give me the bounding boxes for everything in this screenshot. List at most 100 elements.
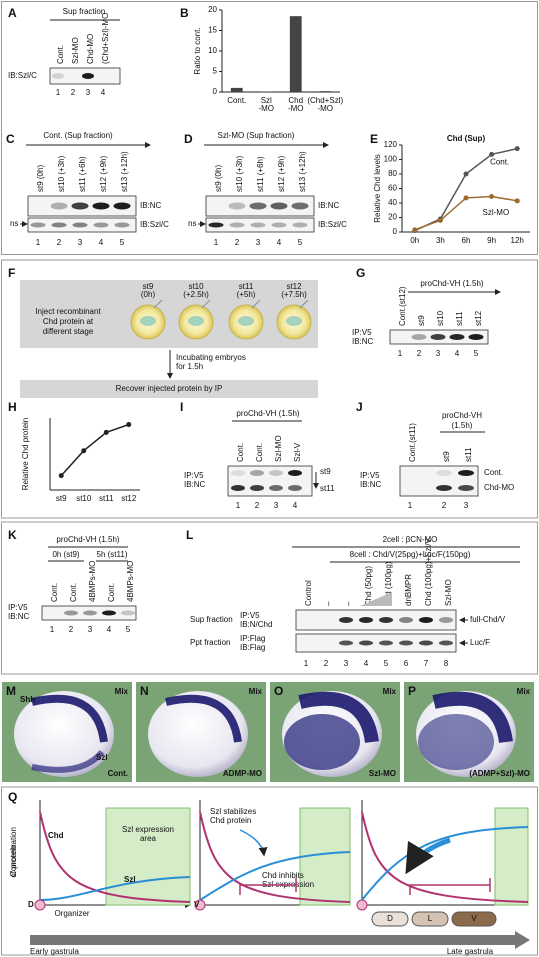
band (64, 610, 78, 616)
panel-label: I (180, 400, 183, 414)
x-tick-label: Szl (261, 96, 272, 105)
point (81, 448, 87, 454)
band (231, 485, 245, 491)
label: different stage (43, 327, 94, 336)
band (439, 617, 453, 623)
lane-label: Chd-MO (86, 34, 95, 64)
band (458, 485, 474, 491)
label: Szl (124, 875, 136, 884)
row-label: IB:Szl/C (318, 220, 347, 229)
lane-label: st13 (+12h) (120, 151, 129, 192)
lane-label: st9 (417, 315, 426, 326)
band (458, 470, 474, 476)
y-tick-label: 0 (213, 87, 218, 96)
lane-label: st11 (455, 311, 464, 326)
arrow (239, 829, 268, 857)
lane-number: 1 (236, 501, 241, 510)
time-arrow (30, 931, 530, 949)
label: Chd protein (210, 816, 251, 825)
lane-label: Szl-MO (444, 579, 453, 606)
row-label: st11 (320, 484, 335, 493)
label: of protein (9, 844, 18, 877)
y-tick-label: 15 (208, 26, 217, 35)
row-label: IB:NC (360, 480, 382, 489)
lane-label: st10 (436, 310, 445, 326)
row-label: st9 (320, 467, 331, 476)
band (121, 610, 135, 616)
row-label: Cont. (484, 468, 503, 477)
lane-number: 2 (255, 501, 260, 510)
lane-label: Chd (100pg)+Szl/V (424, 538, 433, 606)
needle (299, 299, 309, 309)
band (359, 617, 373, 623)
x-tick-label: Chd (288, 96, 303, 105)
lane-number: 2 (442, 501, 447, 510)
panel-frame (1, 1, 538, 255)
band (269, 470, 283, 476)
band (231, 470, 245, 476)
row-label: IB:Szl/C (140, 220, 169, 229)
lane-number: 3 (464, 501, 469, 510)
panel-label: A (8, 6, 17, 20)
label: Mix (383, 687, 397, 696)
lane-number: 2 (235, 238, 240, 247)
label: Szl (96, 753, 108, 762)
band (270, 202, 288, 210)
lane-number: 7 (424, 659, 429, 668)
lane-label: dnBMPR (404, 574, 413, 606)
x-tick-label: 3h (436, 236, 445, 245)
lane-label: Szl-MO (274, 435, 283, 462)
lane-number: 1 (304, 659, 309, 668)
embryo-core (140, 316, 156, 326)
stain (31, 749, 105, 773)
point (463, 195, 469, 201)
panel-frame (1, 521, 538, 675)
band (419, 617, 433, 623)
band (249, 202, 267, 210)
band (436, 470, 452, 476)
szl-curve (199, 851, 351, 901)
x-tick-label: st9 (56, 494, 67, 503)
lane-number: 3 (78, 238, 83, 247)
lane-number: 1 (214, 238, 219, 247)
panel-frame (1, 786, 538, 956)
point (126, 422, 132, 428)
chd-curve (39, 811, 191, 903)
embryo-core (238, 316, 254, 326)
lane-label: st11 (+6h) (78, 156, 87, 192)
lane-label: st10 (+3h) (57, 155, 66, 192)
lane-label: Chd (100pg) (384, 561, 393, 606)
row-label: Ppt fraction (190, 638, 230, 647)
row-label: IB:NC (8, 612, 30, 621)
panel-label: P (408, 684, 416, 698)
row-label: IB:NC (318, 201, 340, 210)
label: Organizer (54, 909, 89, 918)
lane-label: 4BMPs-MO (88, 561, 97, 602)
band (411, 334, 427, 340)
organizer (356, 899, 368, 911)
label: Mix (115, 687, 129, 696)
label: ADMP-MO (223, 769, 262, 778)
organizer (34, 899, 46, 911)
label: st12 (286, 282, 302, 291)
band (93, 222, 109, 228)
label: (+7.5h) (281, 290, 307, 299)
label: st9 (143, 282, 154, 291)
band (439, 640, 453, 646)
lane-number: 4 (455, 349, 460, 358)
row-label: IB:Flag (240, 643, 265, 652)
label: Chd (48, 831, 64, 840)
lane-label: st10 (+3h) (235, 155, 244, 192)
row-label: IP:Flag (240, 634, 265, 643)
label: Szl stabilizes (210, 807, 256, 816)
label: for 1.5h (176, 362, 203, 371)
label: D (28, 900, 34, 909)
lane-label: Szl-MO (71, 37, 80, 64)
panel-label: O (274, 684, 283, 698)
row-label: IP:V5 (184, 471, 204, 480)
band (228, 202, 246, 210)
line (60, 423, 129, 477)
panel-label: Q (8, 790, 17, 804)
stain (298, 691, 379, 744)
stain (284, 714, 360, 770)
